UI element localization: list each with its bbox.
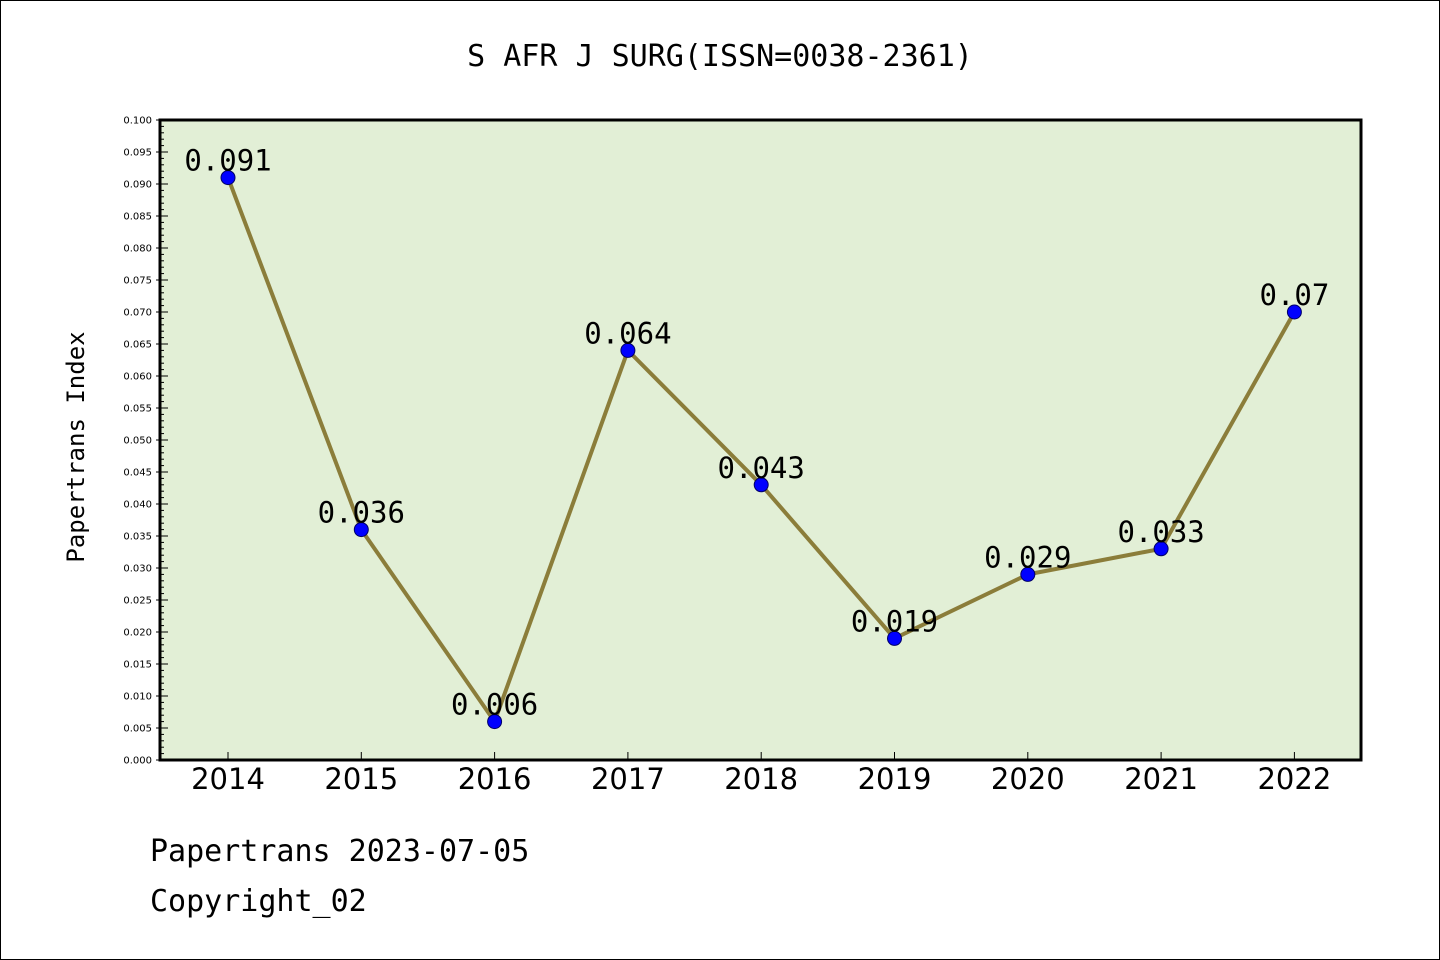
x-tick-label: 2021 xyxy=(1124,762,1198,796)
x-tick-label: 2015 xyxy=(324,762,398,796)
y-tick-label: 0.015 xyxy=(123,660,152,671)
y-tick-label: 0.055 xyxy=(123,404,152,415)
y-tick-label: 0.090 xyxy=(123,180,152,191)
data-point xyxy=(1020,566,1036,582)
footer-copyright: Copyright_02 xyxy=(150,884,367,919)
y-tick-label: 0.095 xyxy=(123,148,152,159)
plot-border xyxy=(158,118,1363,762)
data-label: 0.043 xyxy=(718,451,805,485)
x-tick-label: 2016 xyxy=(458,762,532,796)
y-tick-label: 0.070 xyxy=(123,308,152,319)
data-point xyxy=(353,522,369,538)
data-point xyxy=(753,477,769,493)
y-tick-label: 0.045 xyxy=(123,468,152,479)
data-label: 0.036 xyxy=(318,496,405,530)
y-tick-label: 0.060 xyxy=(123,372,152,383)
x-tick-label: 2020 xyxy=(991,762,1065,796)
data-point xyxy=(620,342,636,358)
y-tick-label: 0.035 xyxy=(123,532,152,543)
footer-date: Papertrans 2023-07-05 xyxy=(150,834,530,869)
y-tick-label: 0.020 xyxy=(123,628,152,639)
y-tick-label: 0.010 xyxy=(123,692,152,703)
data-label: 0.019 xyxy=(851,604,938,638)
y-tick-label: 0.065 xyxy=(123,340,152,351)
y-tick-label: 0.050 xyxy=(123,436,152,447)
x-tick-label: 2018 xyxy=(724,762,798,796)
data-point xyxy=(220,170,236,186)
data-point xyxy=(887,630,902,646)
data-label: 0.033 xyxy=(1117,515,1204,549)
data-label: 0.006 xyxy=(451,688,538,722)
data-label: 0.064 xyxy=(584,316,671,350)
data-point xyxy=(1153,541,1169,557)
plot-background xyxy=(160,120,1361,760)
data-point xyxy=(1286,304,1302,320)
y-tick-label: 0.040 xyxy=(123,500,152,511)
y-tick-label: 0.100 xyxy=(123,116,152,127)
y-tick-label: 0.085 xyxy=(123,212,152,223)
y-axis-label: Papertrans Index xyxy=(62,331,90,562)
x-tick-label: 2014 xyxy=(191,762,265,796)
y-tick-label: 0.075 xyxy=(123,276,152,287)
y-tick-label: 0.080 xyxy=(123,244,152,255)
plot-area: 0.000 0.005 0.010 0.015 0.020 0.025 0.030 0.035… xyxy=(123,116,1363,796)
chart-title: S AFR J SURG(ISSN=0038-2361) xyxy=(467,39,973,74)
data-point xyxy=(487,714,503,730)
data-label: 0.029 xyxy=(984,540,1071,574)
x-tick-label: 2019 xyxy=(858,762,932,796)
data-label: 0.07 xyxy=(1259,278,1329,312)
y-tick-label: 0.030 xyxy=(123,564,152,575)
x-tick-label: 2017 xyxy=(591,762,665,796)
x-tick-label: 2022 xyxy=(1257,762,1331,796)
y-tick-label: 0.025 xyxy=(123,596,152,607)
y-tick-label: 0.000 xyxy=(123,756,152,767)
y-tick-label: 0.005 xyxy=(123,724,152,735)
data-label: 0.091 xyxy=(184,144,271,178)
